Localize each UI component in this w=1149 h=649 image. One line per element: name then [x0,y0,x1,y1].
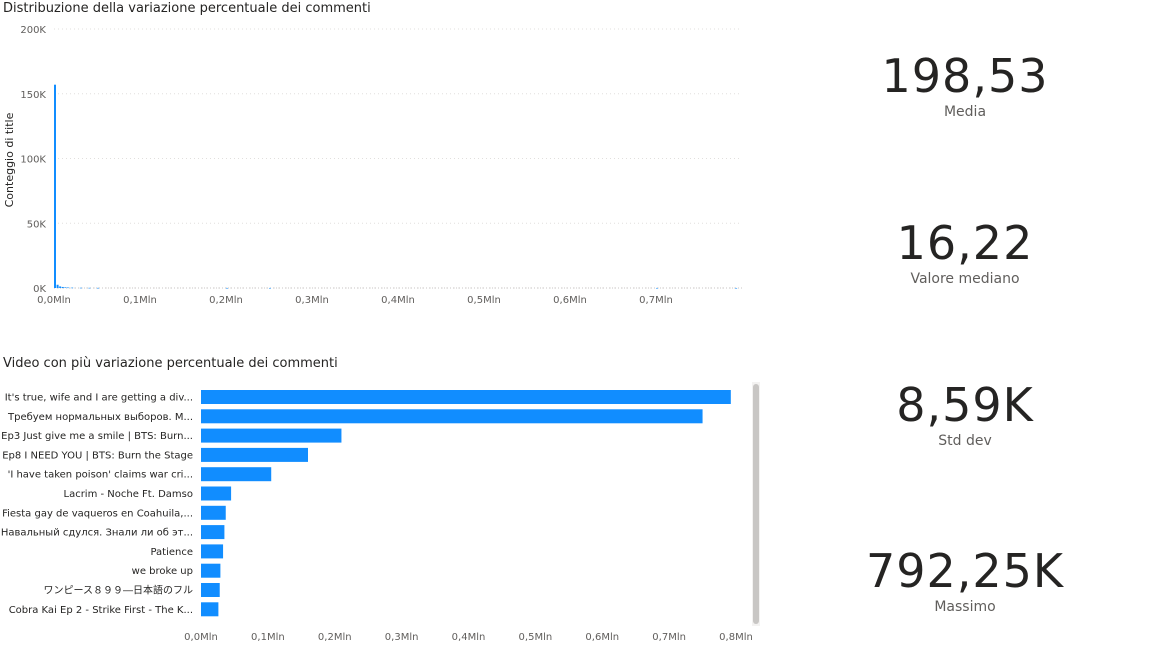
bar-category-label: Навальный сдулся. Знали ли об эт... [1,528,193,539]
kpi-card-valore-mediano: 16,22 Valore mediano [845,217,1085,287]
histogram-y-tick: 100K [20,155,46,166]
histogram-bar[interactable] [71,287,74,289]
bar-x-tick: 0,6Mln [585,632,619,643]
kpi-value: 198,53 [881,49,1049,103]
bar[interactable] [201,447,308,462]
bar[interactable] [201,390,731,404]
kpi-card-media: 198,53 Media [845,50,1085,120]
bar-category-label: Patience [150,547,193,558]
histogram-bar[interactable] [88,287,91,289]
histogram-y-tick: 0K [33,284,46,295]
kpi-label: Std dev [938,433,992,449]
bar-x-tick: 0,5Mln [519,632,553,643]
histogram-y-axis-label: Conteggio di title [3,112,16,207]
bar[interactable] [201,428,342,443]
bar-chart-scrollbar-thumb[interactable] [753,384,759,624]
bar[interactable] [201,467,272,482]
kpi-card-massimo: 792,25K Massimo [845,545,1085,615]
histogram-bar[interactable] [66,287,69,289]
bar[interactable] [201,409,703,424]
bar-category-label: Ep3 Just give me a smile | BTS: Burn... [1,431,193,442]
histogram-bar[interactable] [656,287,658,289]
histogram-bar[interactable] [269,287,271,289]
histogram-bar[interactable] [61,286,64,288]
bar-category-label: Fiesta gay de vaqueros en Coahuila,... [2,508,193,519]
bar[interactable] [201,486,232,501]
bar-x-tick: 0,0Mln [184,632,218,643]
histogram-x-tick: 0,1Mln [123,295,157,306]
bar-category-label: Lacrim - Noche Ft. Damso [64,489,194,500]
kpi-value: 16,22 [896,216,1034,270]
bar[interactable] [201,563,221,578]
histogram-bar[interactable] [64,287,67,288]
bar-category-label: Требуем нормальных выборов. М... [7,412,193,423]
histogram-x-tick: 0,4Mln [381,295,415,306]
bar-category-label: we broke up [132,566,193,577]
histogram-bar[interactable] [59,286,62,288]
histogram-x-tick: 0,0Mln [37,295,71,306]
bar[interactable] [201,544,224,559]
kpi-label: Valore mediano [910,271,1020,287]
histogram-x-tick: 0,2Mln [209,295,243,306]
bar-category-label: It's true, wife and I are getting a div.… [5,393,193,404]
bar-x-tick: 0,1Mln [251,632,285,643]
histogram-x-tick: 0,3Mln [295,295,329,306]
kpi-value: 792,25K [865,544,1065,598]
bar-x-tick: 0,2Mln [318,632,352,643]
histogram-title: Distribuzione della variazione percentua… [3,1,371,16]
bar-x-tick: 0,4Mln [452,632,486,643]
histogram-bar[interactable] [79,287,82,289]
histogram-x-tick: 0,5Mln [467,295,501,306]
bar-category-label: ワンピース８９９―日本語のフル [44,584,194,597]
kpi-card-std-dev: 8,59K Std dev [845,379,1085,449]
bar-chart-title: Video con più variazione percentuale dei… [3,356,338,371]
histogram-x-tick: 0,6Mln [553,295,587,306]
bar[interactable] [201,583,220,597]
histogram-bar[interactable] [56,284,59,288]
bar-x-tick: 0,3Mln [385,632,419,643]
histogram-bar[interactable] [226,287,228,289]
histogram-bar[interactable] [97,287,99,289]
histogram-bar[interactable] [54,84,56,288]
bar-x-tick: 0,7Mln [652,632,686,643]
histogram-y-tick: 200K [20,25,46,36]
histogram-x-tick: 0,7Mln [639,295,673,306]
bar-category-label: Ep8 I NEED YOU | BTS: Burn the Stage [2,450,193,461]
histogram-y-tick: 150K [20,90,46,101]
kpi-label: Media [943,104,987,120]
bar[interactable] [201,602,219,617]
kpi-value: 8,59K [896,378,1034,432]
histogram-bar[interactable] [735,287,738,289]
bar-category-label: Cobra Kai Ep 2 - Strike First - The K... [9,605,193,616]
bar[interactable] [201,505,226,520]
bar-category-label: 'I have taken poison' claims war cri... [8,470,193,481]
kpi-label: Massimo [934,599,996,615]
bar[interactable] [201,525,225,540]
bar-x-tick: 0,8Mln [719,632,753,643]
histogram-y-tick: 50K [27,219,47,230]
